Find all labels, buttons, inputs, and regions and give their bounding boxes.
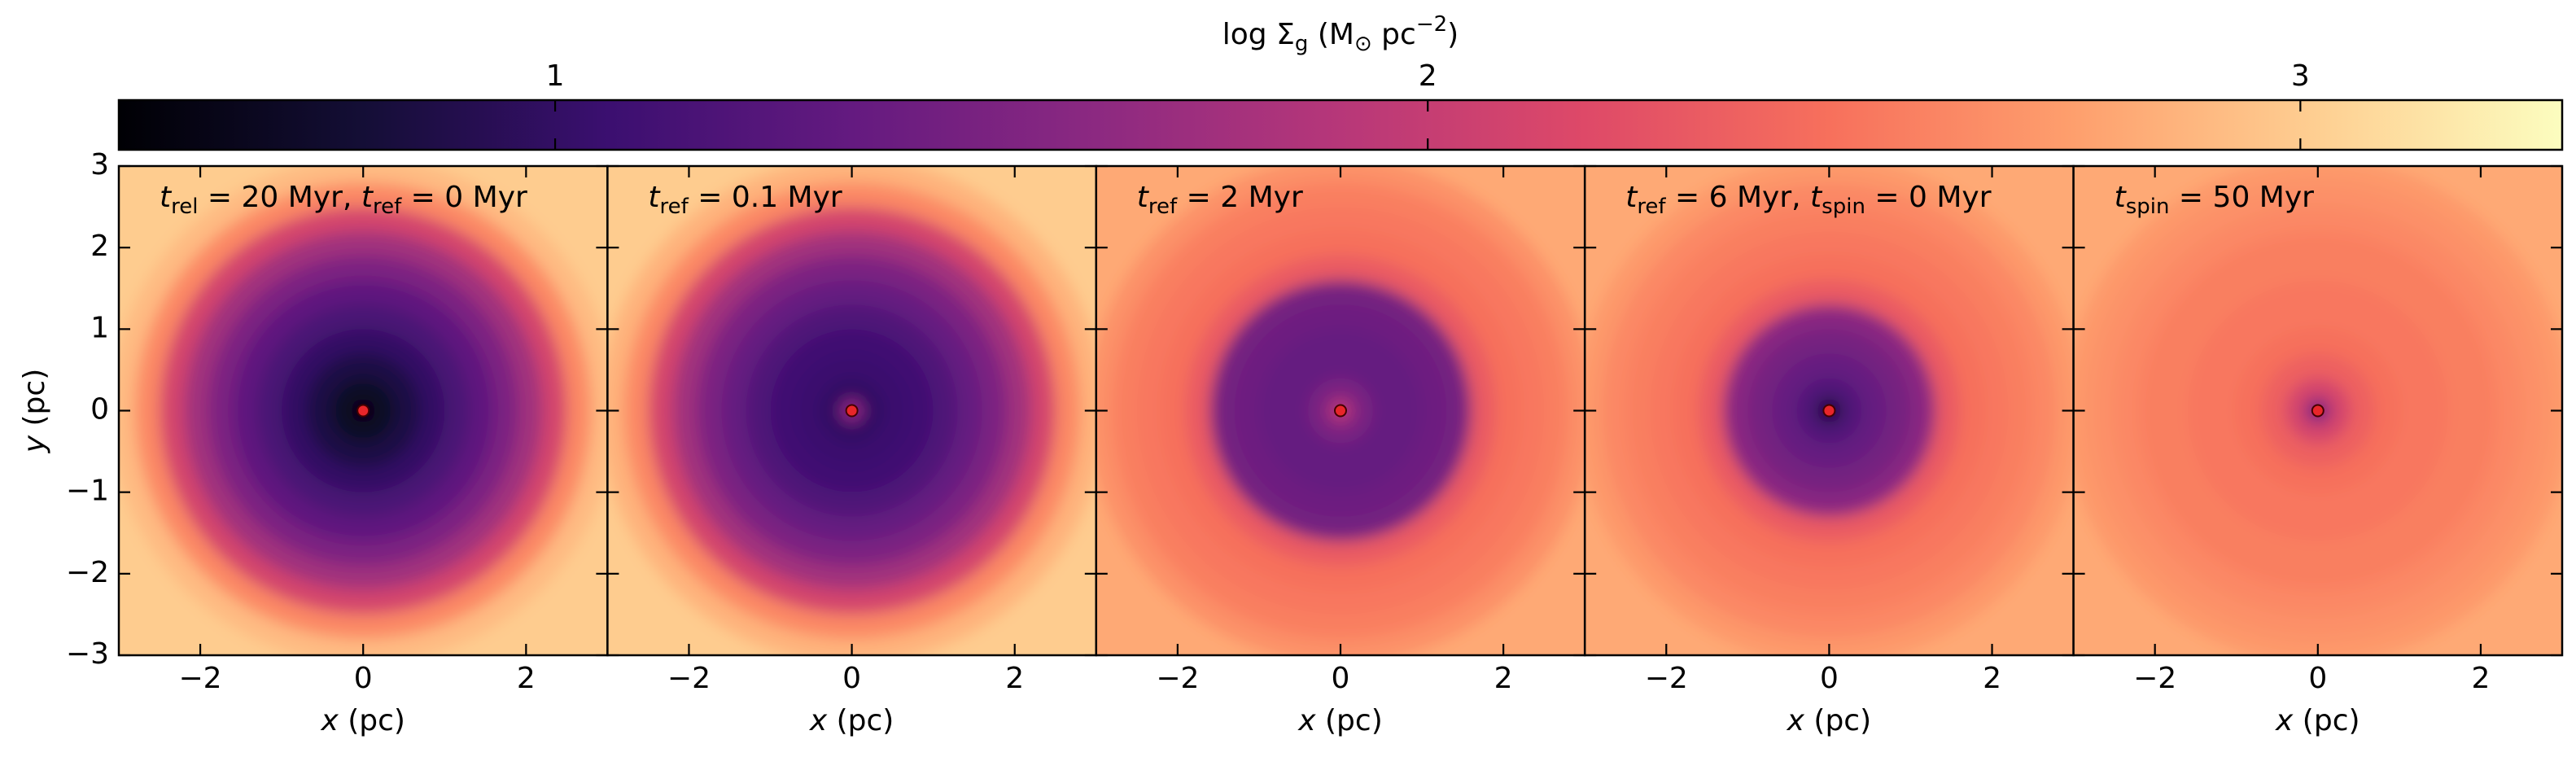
x-axis-label-part: x bbox=[1297, 704, 1316, 737]
colorbar-label-part: ) bbox=[1447, 18, 1459, 51]
panel-annotation-part: t bbox=[1810, 181, 1823, 214]
panel bbox=[2073, 166, 2563, 655]
colorbar-label-part: (M bbox=[1308, 18, 1354, 51]
y-tick-label: 0 bbox=[90, 393, 109, 427]
x-tick-label: 0 bbox=[2308, 662, 2327, 695]
x-tick-label: 0 bbox=[842, 662, 861, 695]
x-axis-label-part: x bbox=[809, 704, 828, 737]
panel-annotation-part: spin bbox=[1822, 195, 1865, 219]
colorbar-tick-label: 1 bbox=[546, 59, 565, 93]
x-tick-label: −2 bbox=[667, 662, 711, 695]
y-tick-label: 1 bbox=[90, 311, 109, 344]
x-axis-label: x (pc) bbox=[320, 704, 405, 737]
panel-annotation: tspin = 50 Myr bbox=[2115, 181, 2315, 219]
y-axis-label: y (pc) bbox=[18, 369, 51, 454]
panel-annotation: tref = 6 Myr, tspin = 0 Myr bbox=[1625, 181, 1992, 219]
colorbar-label-part: ⊙ bbox=[1354, 32, 1372, 56]
panel-annotation-part: t bbox=[2115, 181, 2128, 214]
panel bbox=[1096, 166, 1585, 655]
x-tick-label: −2 bbox=[179, 662, 222, 695]
panel-annotation: tref = 0.1 Myr bbox=[648, 181, 842, 219]
x-tick-label: 2 bbox=[2471, 662, 2490, 695]
panel-annotation-part: = 2 Myr bbox=[1177, 181, 1303, 214]
colorbar-label-part: pc bbox=[1372, 18, 1416, 51]
y-tick-label: −1 bbox=[66, 475, 109, 508]
x-axis-label: x (pc) bbox=[1297, 704, 1383, 737]
center-marker bbox=[1822, 404, 1836, 418]
panel-annotation-part: = 0 Myr bbox=[401, 181, 527, 214]
panel-annotation-part: = 50 Myr bbox=[2169, 181, 2314, 214]
colorbar bbox=[117, 98, 2564, 151]
x-axis-label-part: (pc) bbox=[827, 704, 894, 737]
panel-annotation-part: t bbox=[361, 181, 374, 214]
colorbar-label-part: g bbox=[1295, 32, 1309, 56]
panel bbox=[1585, 166, 2074, 655]
y-tick-label: 2 bbox=[90, 230, 109, 263]
colorbar-label: log Σg (M⊙ pc−2) bbox=[1222, 12, 1459, 56]
panel-annotation-part: rel bbox=[171, 195, 198, 219]
panel-annotation-part: spin bbox=[2126, 195, 2170, 219]
panel-annotation-part: ref bbox=[1148, 195, 1178, 219]
x-tick-label: 2 bbox=[1005, 662, 1024, 695]
x-axis-label-part: (pc) bbox=[339, 704, 405, 737]
x-axis-label-part: (pc) bbox=[2293, 704, 2360, 737]
x-tick-label: 0 bbox=[1820, 662, 1839, 695]
panel bbox=[607, 166, 1096, 655]
center-marker bbox=[2311, 404, 2325, 418]
colorbar-label-part: log Σ bbox=[1222, 18, 1295, 51]
panel-annotation-part: t bbox=[160, 181, 173, 214]
panel bbox=[119, 166, 608, 655]
panel-annotation-part: ref bbox=[373, 195, 402, 219]
x-tick-label: 2 bbox=[1983, 662, 2001, 695]
panel-annotation: tref = 2 Myr bbox=[1137, 181, 1303, 219]
panel-annotation-part: = 20 Myr, bbox=[198, 181, 361, 214]
center-marker bbox=[1334, 404, 1347, 418]
x-axis-label: x (pc) bbox=[1787, 704, 1872, 737]
x-axis-label-part: x bbox=[2275, 704, 2294, 737]
panel-annotation-part: ref bbox=[1637, 195, 1666, 219]
panel-annotation-part: = 0 Myr bbox=[1865, 181, 1992, 214]
panel-annotation-part: = 0.1 Myr bbox=[689, 181, 842, 214]
y-axis-label-part: (pc) bbox=[18, 369, 51, 435]
y-axis-label-part: y bbox=[18, 435, 51, 453]
colorbar-tick-label: 3 bbox=[2291, 59, 2310, 93]
x-axis-label-part: x bbox=[1787, 704, 1805, 737]
x-tick-label: −2 bbox=[1645, 662, 1688, 695]
panel-annotation-part: = 6 Myr, bbox=[1666, 181, 1810, 214]
x-tick-label: 2 bbox=[517, 662, 536, 695]
panel-annotation-part: ref bbox=[660, 195, 689, 219]
x-tick-label: 0 bbox=[1332, 662, 1350, 695]
x-tick-label: −2 bbox=[1156, 662, 1199, 695]
x-axis-label-part: (pc) bbox=[1316, 704, 1383, 737]
panel-annotation: trel = 20 Myr, tref = 0 Myr bbox=[160, 181, 527, 219]
x-axis-label: x (pc) bbox=[2275, 704, 2360, 737]
panel-annotation-part: t bbox=[1625, 181, 1638, 214]
y-tick-label: 3 bbox=[90, 148, 109, 182]
y-tick-label: −2 bbox=[66, 556, 109, 589]
x-axis-label: x (pc) bbox=[809, 704, 894, 737]
x-axis-label-part: x bbox=[320, 704, 339, 737]
x-tick-label: −2 bbox=[2133, 662, 2176, 695]
x-tick-label: 0 bbox=[354, 662, 373, 695]
center-marker bbox=[845, 404, 859, 418]
y-tick-label: −3 bbox=[66, 637, 109, 671]
x-tick-label: 2 bbox=[1494, 662, 1513, 695]
center-marker bbox=[356, 404, 370, 418]
colorbar-label-part: −2 bbox=[1416, 12, 1447, 37]
panel-annotation-part: t bbox=[648, 181, 661, 214]
colorbar-tick-label: 2 bbox=[1419, 59, 1437, 93]
x-axis-label-part: (pc) bbox=[1804, 704, 1871, 737]
panel-annotation-part: t bbox=[1137, 181, 1150, 214]
